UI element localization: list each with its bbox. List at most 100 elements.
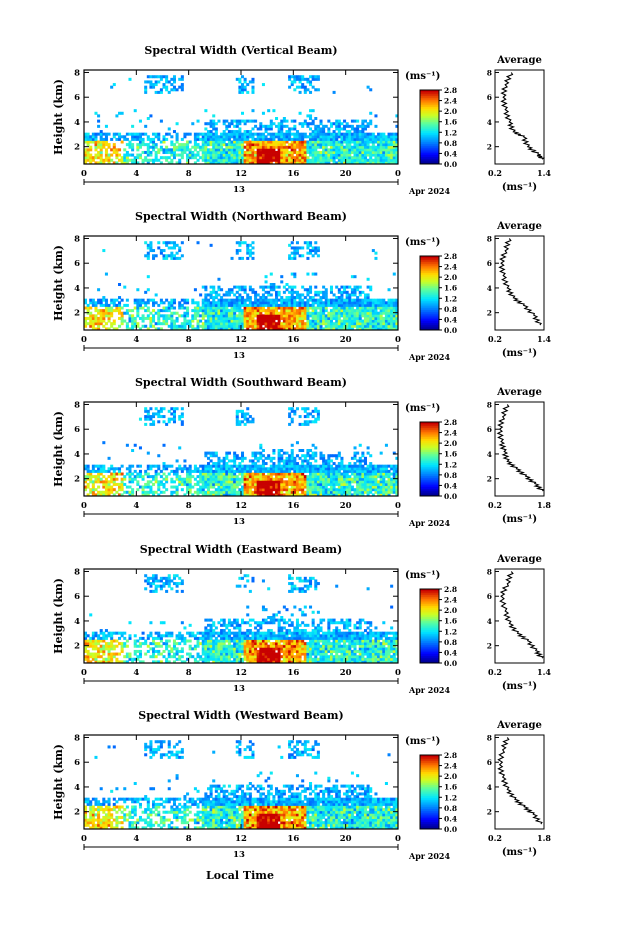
heatmap-cell	[222, 150, 226, 154]
heatmap-cell	[387, 482, 391, 486]
heatmap-cell	[329, 301, 333, 305]
heatmap-cell	[298, 485, 302, 489]
heatmap-cell	[256, 137, 260, 141]
heatmap-cell	[206, 306, 210, 310]
heatmap-cell	[259, 327, 263, 331]
heatmap-cell	[377, 156, 381, 160]
heatmap-cell	[235, 296, 239, 300]
heatmap-cell	[316, 482, 320, 486]
heatmap-cell	[295, 135, 299, 139]
heatmap-cell	[212, 161, 216, 165]
heatmap-cell	[288, 290, 292, 294]
heatmap-cell	[309, 306, 313, 310]
heatmap-cell	[217, 319, 221, 323]
heatmap-cell	[259, 303, 263, 307]
heatmap-cell	[335, 322, 339, 326]
heatmap-cell	[298, 254, 302, 258]
heatmap-cell	[235, 493, 239, 497]
heatmap-cell	[277, 454, 281, 458]
heatmap-cell	[225, 456, 229, 460]
heatmap-cell	[306, 80, 310, 84]
heatmap-cell	[99, 153, 103, 157]
heatmap-cell	[340, 306, 344, 310]
heatmap-cell	[217, 469, 221, 473]
heatmap-cell	[196, 482, 200, 486]
heatmap-cell	[332, 480, 336, 484]
heatmap-cell	[345, 322, 349, 326]
heatmap-cell	[327, 132, 331, 136]
heatmap-cell	[356, 482, 360, 486]
heatmap-cell	[324, 132, 328, 136]
heatmap-cell	[112, 639, 116, 643]
heatmap-cell	[356, 467, 360, 471]
heatmap-cell	[243, 298, 247, 302]
heatmap-cell	[241, 137, 245, 141]
heatmap-cell	[259, 132, 263, 136]
heatmap-cell	[382, 161, 386, 165]
heatmap-cell	[303, 469, 307, 473]
heatmap-cell	[246, 137, 250, 141]
heatmap-cell	[285, 482, 289, 486]
heatmap-cell	[303, 306, 307, 310]
heatmap-cell	[282, 488, 286, 492]
heatmap-cell	[248, 319, 252, 323]
heatmap-cell	[209, 290, 213, 294]
heatmap-cell	[220, 322, 224, 326]
heatmap-cell	[350, 156, 354, 160]
heatmap-cell	[259, 488, 263, 492]
heatmap-cell	[209, 469, 213, 473]
heatmap-cell	[261, 83, 265, 87]
heatmap-cell	[361, 485, 365, 489]
heatmap-cell	[285, 469, 289, 473]
heatmap-cell	[358, 480, 362, 484]
heatmap-cell	[293, 485, 297, 489]
heatmap-cell	[86, 303, 90, 307]
heatmap-cell	[340, 148, 344, 152]
heatmap-cell	[293, 480, 297, 484]
heatmap-cell	[319, 132, 323, 136]
heatmap-cell	[322, 156, 326, 160]
heatmap-cell	[350, 472, 354, 476]
colorbar-step	[420, 265, 439, 268]
heatmap-cell	[316, 145, 320, 149]
heatmap-cell	[107, 143, 111, 147]
heatmap-cell	[285, 301, 289, 305]
heatmap-cell	[138, 485, 142, 489]
heatmap-cell	[395, 309, 399, 313]
heatmap-cell	[390, 161, 394, 165]
heatmap-cell	[277, 451, 281, 455]
heatmap-cell	[298, 156, 302, 160]
heatmap-cell	[94, 314, 98, 318]
y-axis-label: Height (km)	[52, 79, 65, 155]
heatmap-cell	[353, 490, 357, 494]
heatmap-cell	[204, 467, 208, 471]
heatmap-cell	[251, 85, 255, 89]
heatmap-cell	[309, 311, 313, 315]
heatmap-cell	[115, 477, 119, 481]
heatmap-cell	[366, 480, 370, 484]
heatmap-cell	[180, 241, 184, 245]
heatmap-cell	[314, 472, 318, 476]
heatmap-cell	[138, 119, 142, 123]
heatmap-cell	[248, 251, 252, 255]
heatmap-cell	[99, 472, 103, 476]
heatmap-cell	[225, 322, 229, 326]
heatmap-cell	[94, 145, 98, 149]
heatmap-cell	[84, 322, 88, 326]
heatmap-cell	[343, 140, 347, 144]
heatmap-cell	[293, 124, 297, 128]
heatmap-cell	[269, 493, 273, 497]
heatmap-cell	[178, 417, 182, 421]
heatmap-cell	[379, 156, 383, 160]
heatmap-cell	[104, 158, 108, 162]
heatmap-cell	[371, 303, 375, 307]
heatmap-cell	[335, 156, 339, 160]
heatmap-cell	[264, 135, 268, 139]
heatmap-cell	[248, 80, 252, 84]
heatmap-cell	[345, 122, 349, 126]
heatmap-cell	[345, 303, 349, 307]
heatmap-cell	[125, 467, 129, 471]
heatmap-cell	[175, 145, 179, 149]
heatmap-cell	[102, 660, 106, 664]
heatmap-cell	[327, 477, 331, 481]
